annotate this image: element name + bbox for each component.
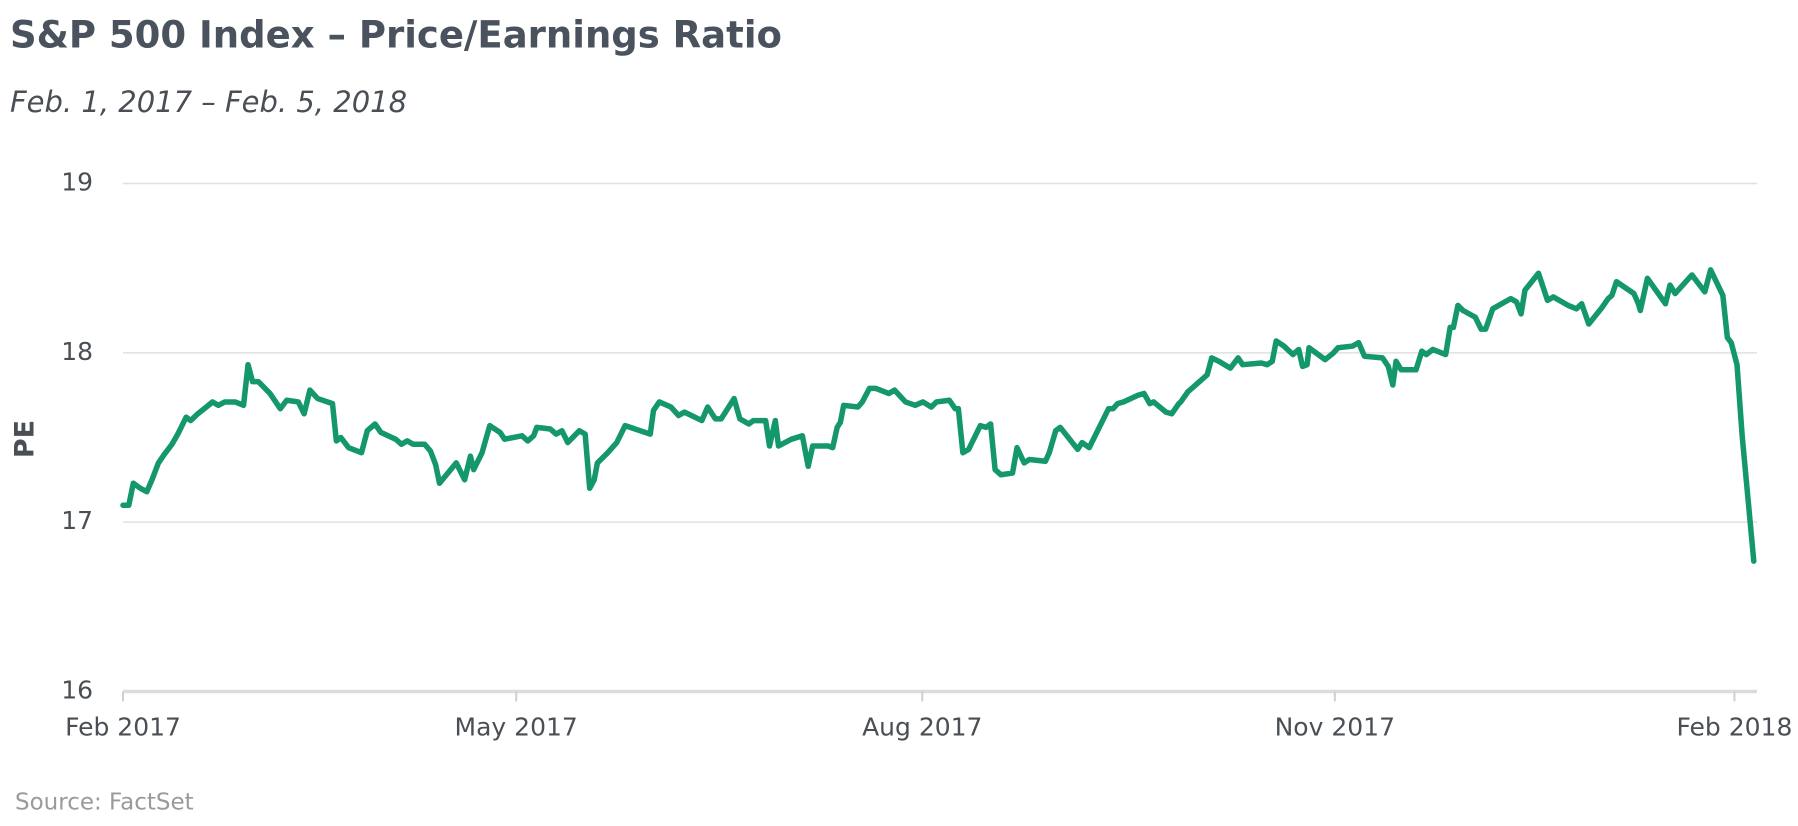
- x-tick-label: Nov 2017: [1275, 713, 1395, 742]
- y-tick-label: 18: [61, 337, 93, 366]
- data-line: [120, 267, 1757, 564]
- chart-title: S&P 500 Index – Price/Earnings Ratio: [10, 14, 782, 57]
- y-tick-label: 19: [61, 168, 93, 197]
- chart-subtitle: Feb. 1, 2017 – Feb. 5, 2018: [10, 85, 407, 119]
- y-tick-label: 17: [61, 506, 93, 535]
- y-tick-label: 16: [61, 676, 93, 705]
- x-tick-label: May 2017: [455, 713, 578, 742]
- x-tick-label: Feb 2017: [65, 713, 181, 742]
- x-tick-label: Aug 2017: [862, 713, 982, 742]
- y-axis-label: PE: [10, 420, 41, 458]
- x-tick-label: Feb 2018: [1677, 713, 1793, 742]
- source-note: Source: FactSet: [15, 790, 194, 816]
